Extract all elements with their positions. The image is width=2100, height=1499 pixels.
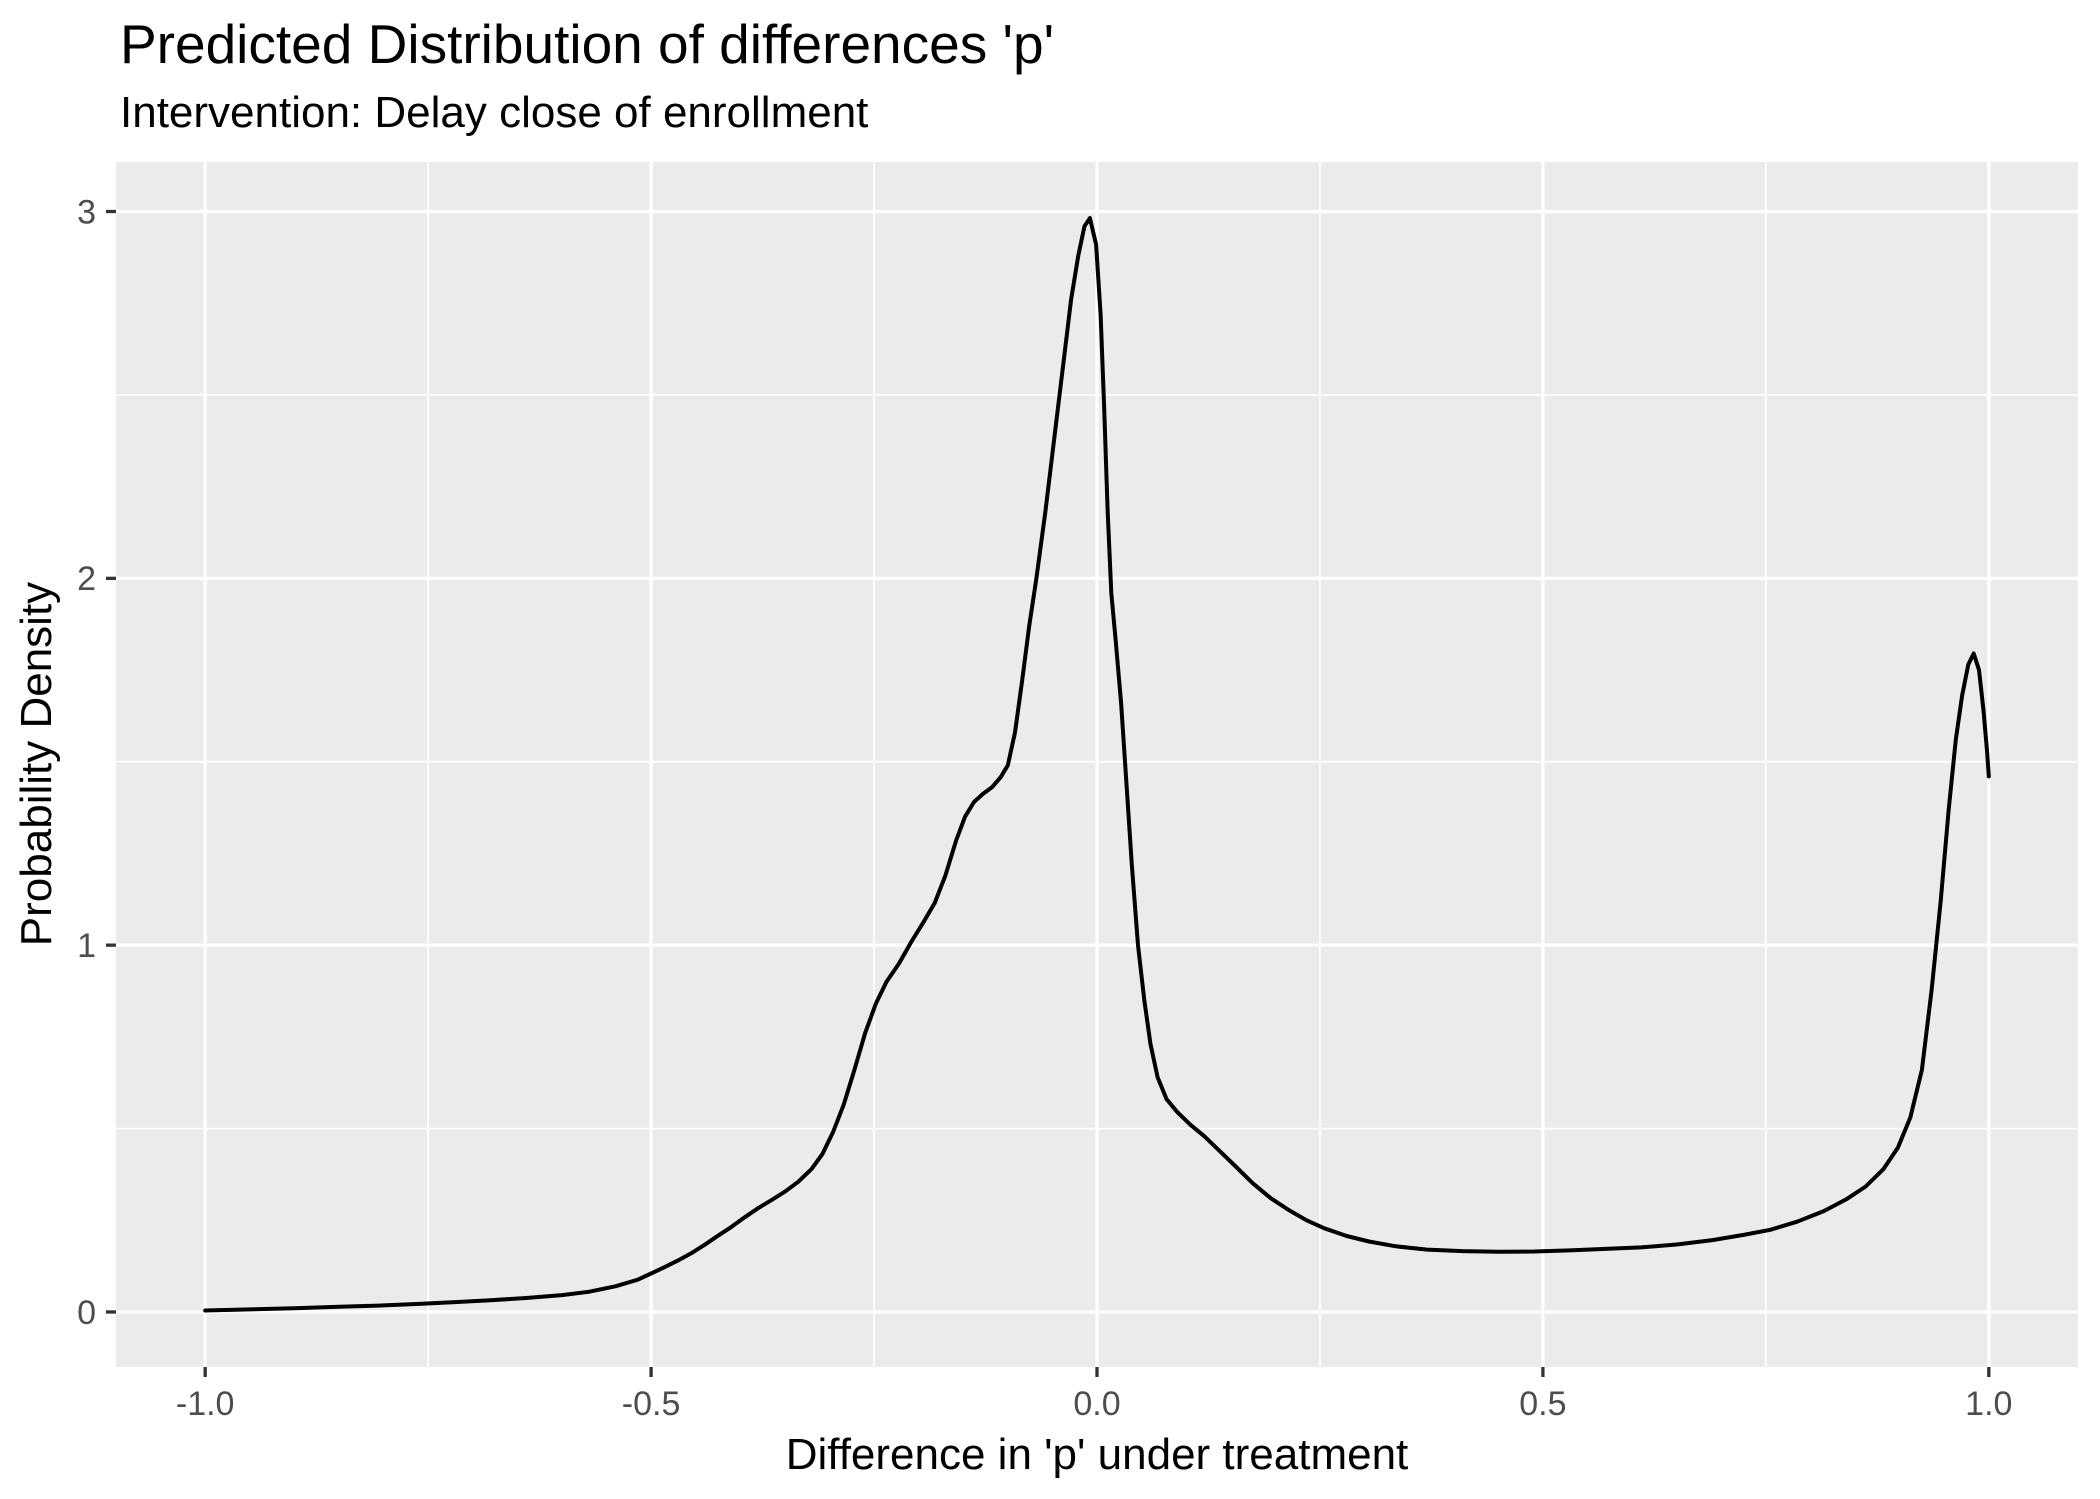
y-tick-label: 2 xyxy=(77,560,96,598)
chart-subtitle: Intervention: Delay close of enrollment xyxy=(120,88,869,137)
x-tick-label: 1.0 xyxy=(1965,1385,2012,1423)
density-curve xyxy=(203,216,1991,1313)
x-tick-label: 0.0 xyxy=(1073,1385,1120,1423)
y-axis-title: Probability Density xyxy=(12,581,61,947)
x-axis-title: Difference in 'p' under treatment xyxy=(785,1430,1409,1479)
x-tick-label: -1.0 xyxy=(176,1385,235,1423)
x-tick-label: 0.5 xyxy=(1519,1385,1566,1423)
y-tick-label: 0 xyxy=(77,1294,96,1332)
y-tick-label: 1 xyxy=(77,927,96,965)
x-tick-label: -0.5 xyxy=(622,1385,681,1423)
y-tick-label: 3 xyxy=(77,193,96,231)
chart-title: Predicted Distribution of differences 'p… xyxy=(120,13,1055,75)
